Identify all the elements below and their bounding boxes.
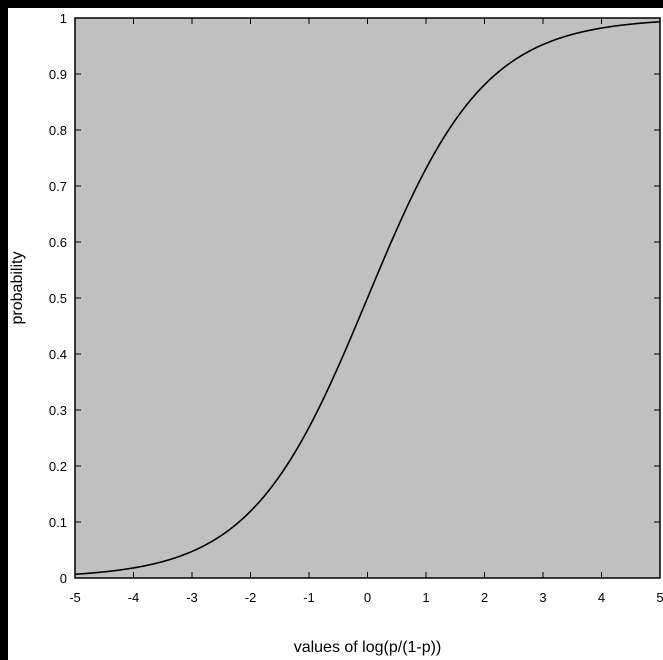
curve-layer xyxy=(74,20,661,576)
x-tick-label: 3 xyxy=(539,590,546,605)
logistic-chart: -5 -4 -3 -2 -1 0 1 2 3 4 5 0 0.1 0.2 0.3 0.4 0.5 0.6 0.7 0.… xyxy=(9,11,663,656)
series-line-0 xyxy=(74,20,661,576)
x-tick-label: -5 xyxy=(69,590,81,605)
y-tick-label: 0.6 xyxy=(49,235,67,250)
tick-labels-layer: -5 -4 -3 -2 -1 0 1 2 3 4 5 0 0.1 0.2 0.3 0.4 0.5 0.6 0.7 0.… xyxy=(49,11,663,605)
figure: -5 -4 -3 -2 -1 0 1 2 3 4 5 0 0.1 0.2 0.3 0.4 0.5 0.6 0.7 0.… xyxy=(8,8,663,660)
x-tick-label: -1 xyxy=(303,590,315,605)
y-tick-label: 0.1 xyxy=(49,515,67,530)
y-tick-label: 1 xyxy=(60,11,67,26)
y-tick-label: 0.5 xyxy=(49,291,67,306)
x-tick-label: 0 xyxy=(364,590,371,605)
ticks-layer xyxy=(74,17,661,579)
x-tick-label: -4 xyxy=(128,590,140,605)
x-axis-title: values of log(p/(1-p)) xyxy=(294,639,442,656)
x-tick-label: -2 xyxy=(245,590,257,605)
x-tick-label: 2 xyxy=(481,590,488,605)
y-tick-label: 0.7 xyxy=(49,179,67,194)
x-tick-label: 1 xyxy=(422,590,429,605)
y-tick-label: 0 xyxy=(60,571,67,586)
y-tick-label: 0.4 xyxy=(49,347,67,362)
x-tick-label: 4 xyxy=(598,590,605,605)
y-tick-label: 0.9 xyxy=(49,67,67,82)
y-axis-title: probability xyxy=(9,252,26,325)
x-tick-label: 5 xyxy=(656,590,663,605)
x-tick-label: -3 xyxy=(186,590,198,605)
y-tick-label: 0.3 xyxy=(49,403,67,418)
y-tick-label: 0.8 xyxy=(49,123,67,138)
y-tick-label: 0.2 xyxy=(49,459,67,474)
